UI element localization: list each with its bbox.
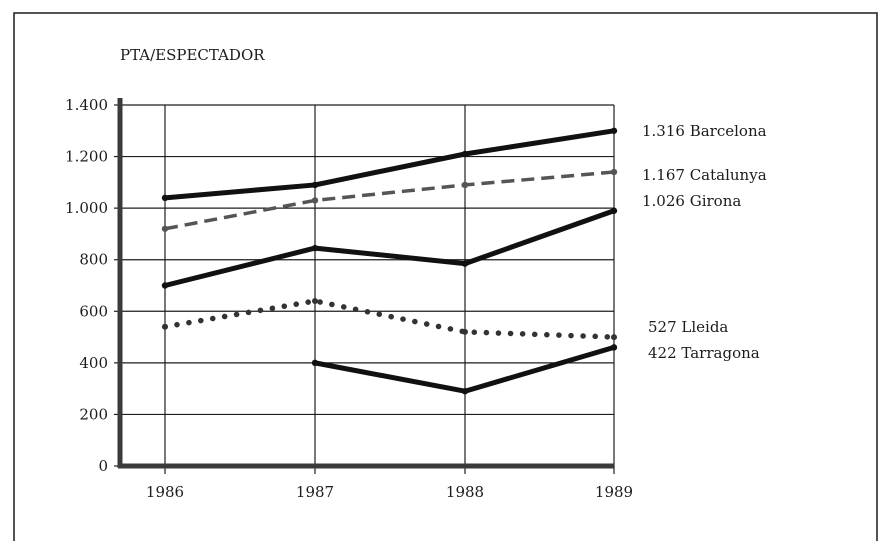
x-tick-label: 1986 bbox=[146, 483, 184, 501]
data-point-barcelona bbox=[610, 127, 618, 134]
data-point-tarragona bbox=[461, 388, 469, 395]
data-point-catalunya bbox=[161, 225, 169, 232]
data-point-barcelona bbox=[161, 194, 169, 202]
y-tick-label: 0 bbox=[98, 457, 108, 475]
data-point-barcelona bbox=[311, 181, 319, 189]
series-label-barcelona: 1.316 Barcelona bbox=[642, 122, 767, 140]
data-point-catalunya bbox=[610, 168, 618, 176]
y-tick-label: 1.200 bbox=[65, 148, 108, 166]
axis-layer bbox=[117, 98, 614, 469]
data-point-catalunya bbox=[461, 181, 469, 189]
data-point-lleida bbox=[462, 328, 468, 335]
series-layer bbox=[161, 127, 618, 395]
data-point-lleida bbox=[162, 323, 168, 330]
series-line-barcelona bbox=[162, 128, 617, 201]
data-point-barcelona bbox=[461, 150, 469, 158]
data-point-catalunya bbox=[311, 197, 319, 204]
x-tick-label: 1988 bbox=[446, 483, 484, 501]
y-tick-label: 800 bbox=[79, 251, 108, 269]
y-tick-label: 1.000 bbox=[65, 199, 108, 217]
data-point-girona bbox=[311, 244, 319, 252]
grid-layer bbox=[114, 104, 615, 474]
series-line-lleida bbox=[162, 298, 617, 340]
chart-frame bbox=[13, 12, 878, 541]
data-point-girona bbox=[161, 282, 169, 289]
y-tick-label: 600 bbox=[79, 302, 108, 320]
y-axis-label: PTA/ESPECTADOR bbox=[120, 46, 265, 64]
series-label-tarragona: 422 Tarragona bbox=[648, 344, 760, 362]
data-point-girona bbox=[461, 260, 469, 267]
series-line-girona bbox=[162, 208, 617, 288]
series-label-girona: 1.026 Girona bbox=[642, 192, 741, 210]
series-label-lleida: 527 Lleida bbox=[648, 318, 728, 336]
x-tick-label: 1987 bbox=[296, 483, 334, 501]
data-point-girona bbox=[610, 207, 618, 214]
data-point-lleida bbox=[312, 297, 318, 304]
series-line-catalunya bbox=[164, 170, 615, 231]
x-tick-label: 1989 bbox=[595, 483, 633, 501]
y-tick-label: 1.400 bbox=[65, 96, 108, 114]
label-layer: 0 200 400 600 800 1.000 1.200 1.400 1986 1987 1988… bbox=[65, 96, 767, 501]
y-tick-label: 400 bbox=[79, 354, 108, 372]
data-point-tarragona bbox=[311, 359, 319, 367]
data-point-tarragona bbox=[610, 344, 618, 351]
data-point-lleida bbox=[611, 334, 617, 341]
y-tick-label: 200 bbox=[79, 405, 108, 423]
series-label-catalunya: 1.167 Catalunya bbox=[642, 166, 767, 184]
